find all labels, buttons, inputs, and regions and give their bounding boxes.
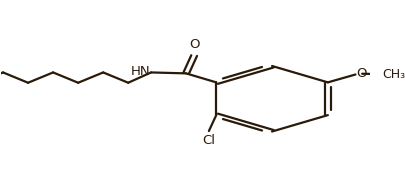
Text: O: O — [356, 66, 367, 79]
Text: Cl: Cl — [202, 134, 215, 147]
Text: O: O — [189, 38, 199, 51]
Text: HN: HN — [130, 65, 150, 78]
Text: CH₃: CH₃ — [382, 68, 405, 81]
